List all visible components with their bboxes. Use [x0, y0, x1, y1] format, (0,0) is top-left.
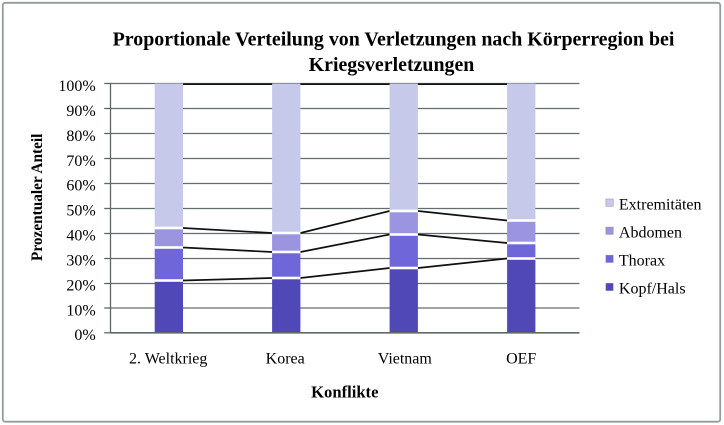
svg-text:90%: 90%	[66, 103, 95, 120]
svg-text:80%: 80%	[66, 128, 95, 145]
svg-text:Kopf/Hals: Kopf/Hals	[619, 281, 686, 298]
svg-text:OEF: OEF	[506, 351, 536, 368]
svg-text:Kriegsverletzungen: Kriegsverletzungen	[309, 54, 475, 76]
svg-text:Thorax: Thorax	[619, 253, 665, 270]
svg-text:Abdomen: Abdomen	[619, 225, 682, 242]
svg-text:100%: 100%	[58, 78, 95, 95]
svg-text:0%: 0%	[74, 327, 95, 344]
svg-text:2. Weltkrieg: 2. Weltkrieg	[129, 351, 207, 368]
svg-text:Prozentualer Anteil: Prozentualer Anteil	[29, 134, 46, 261]
svg-text:Konflikte: Konflikte	[311, 383, 378, 402]
svg-text:20%: 20%	[66, 277, 95, 294]
svg-text:60%: 60%	[66, 178, 95, 195]
svg-text:Korea: Korea	[266, 351, 305, 368]
svg-text:40%: 40%	[66, 228, 95, 245]
svg-text:30%: 30%	[66, 252, 95, 269]
svg-text:70%: 70%	[66, 153, 95, 170]
svg-text:Proportionale Verteilung von V: Proportionale Verteilung von Verletzunge…	[113, 28, 675, 50]
svg-text:10%: 10%	[66, 302, 95, 319]
svg-text:50%: 50%	[66, 203, 95, 220]
svg-text:Extremitäten: Extremitäten	[619, 196, 702, 213]
svg-text:Vietnam: Vietnam	[378, 351, 433, 368]
